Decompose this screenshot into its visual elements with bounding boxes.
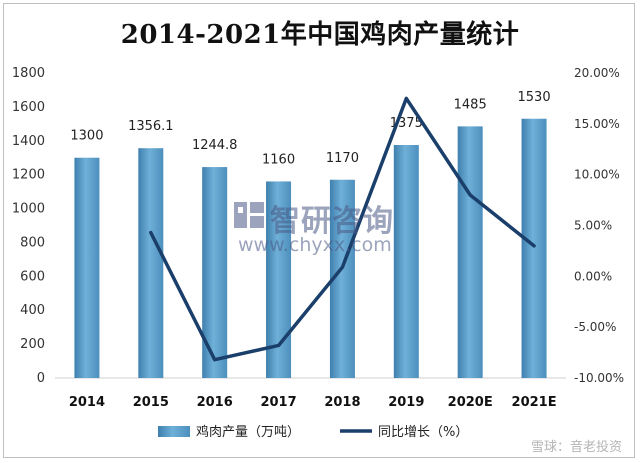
bar: [521, 118, 547, 378]
y-right-tick-label: -10.00%: [574, 371, 624, 385]
y-left-tick-label: 800: [20, 235, 45, 250]
line-point: [340, 265, 344, 269]
y-left-tick-label: 1200: [12, 168, 45, 183]
x-tick-label: 2019: [388, 395, 424, 410]
bar: [202, 167, 228, 378]
x-tick-label: 2021E: [512, 395, 557, 410]
line-point: [468, 193, 472, 197]
line-point: [277, 343, 281, 347]
source-mark: 雪球：音老投资: [530, 440, 622, 455]
bar-data-label: 1485: [454, 97, 487, 112]
watermark-name: 智研咨询: [270, 204, 394, 239]
bar: [457, 126, 483, 378]
x-tick-label: 2020E: [448, 395, 493, 410]
line-point: [213, 358, 217, 362]
x-tick-label: 2016: [197, 395, 233, 410]
y-left-tick-label: 200: [20, 337, 45, 352]
y-left-tick-label: 1800: [12, 66, 45, 81]
bar-data-label: 1244.8: [192, 138, 238, 153]
y-right-tick-label: 20.00%: [574, 66, 620, 80]
x-tick-label: 2018: [324, 395, 360, 410]
x-tick-label: 2015: [133, 395, 169, 410]
watermark: 智研咨询 www.chyxx.com: [232, 196, 422, 266]
bar: [74, 157, 100, 378]
x-tick-label: 2014: [69, 395, 105, 410]
line-point: [532, 244, 536, 248]
bar: [393, 145, 419, 378]
y-left-tick-label: 600: [20, 269, 45, 284]
bar-data-label: 1530: [518, 90, 551, 105]
y-left-tick-label: 1000: [12, 202, 45, 217]
watermark-logo-icon: [234, 202, 264, 228]
watermark-url: www.chyxx.com: [238, 234, 392, 256]
legend-label: 鸡肉产量（万吨）: [196, 424, 300, 440]
y-left-tick-label: 400: [20, 303, 45, 318]
bar-data-label: 1170: [326, 151, 359, 166]
line-point: [149, 231, 153, 235]
y-right-tick-label: 0.00%: [574, 269, 612, 283]
y-left-tick-label: 0: [37, 371, 45, 386]
bar: [138, 148, 164, 378]
bar-data-label: 1356.1: [128, 119, 174, 134]
chart-title: 2014-2021年中国鸡肉产量统计: [120, 20, 520, 50]
y-right-tick-label: 15.00%: [574, 117, 620, 131]
legend-bar-swatch: [158, 426, 190, 437]
bar-data-label: 1300: [70, 129, 103, 144]
bar-data-label: 1160: [262, 152, 295, 167]
y-right-tick-label: -5.00%: [574, 320, 616, 334]
y-right-tick-label: 10.00%: [574, 168, 620, 182]
chart-frame: [3, 3, 635, 458]
y-left-tick-label: 1400: [12, 134, 45, 149]
y-right-tick-label: 5.00%: [574, 219, 612, 233]
y-left-tick-label: 1600: [12, 100, 45, 115]
legend-label: 同比增长（%）: [378, 425, 468, 440]
x-tick-label: 2017: [260, 395, 296, 410]
line-point: [404, 96, 408, 100]
